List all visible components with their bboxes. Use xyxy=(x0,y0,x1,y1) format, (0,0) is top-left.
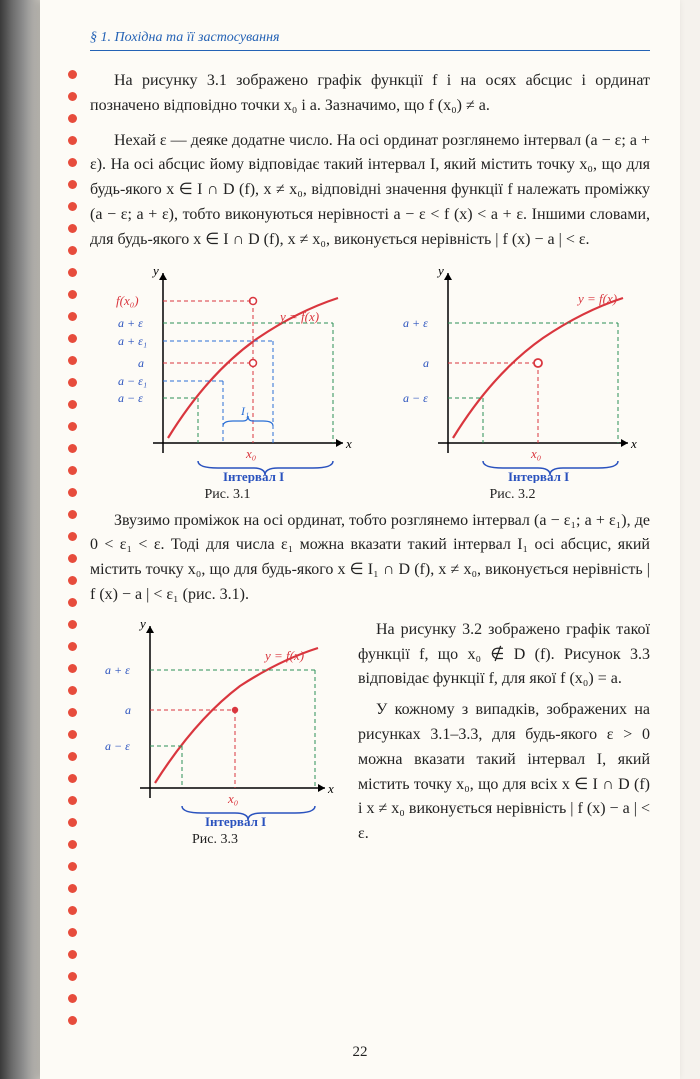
svg-text:x: x xyxy=(345,436,352,451)
book-binding xyxy=(0,0,40,1079)
figure-3-2-svg: x y y = f(x) a + ε a a − ε x₀ Інтервал I xyxy=(383,263,643,483)
svg-text:x: x xyxy=(327,781,334,796)
section-header: § 1. Похідна та її застосування xyxy=(90,30,650,51)
figure-3-2: x y y = f(x) a + ε a a − ε x₀ Інтервал I… xyxy=(383,263,643,503)
ylab2-2: a − ε xyxy=(403,391,428,405)
bottom-section: x y y = f(x) a + ε a a − ε x₀ І xyxy=(90,618,650,853)
ylab2-1: a xyxy=(423,356,429,370)
ylab-3: a − ε₁ xyxy=(118,374,147,388)
ylab3-0: a + ε xyxy=(105,663,130,677)
curve-label: y = f(x) xyxy=(278,309,319,324)
i1-label: I₁ xyxy=(240,404,249,418)
figure-3-1: x y y = f(x) f(x₀) xyxy=(98,263,358,503)
figures-row-1: x y y = f(x) f(x₀) xyxy=(90,263,650,503)
page: § 1. Похідна та її застосування На рисун… xyxy=(40,0,680,1079)
paragraph-2: Нехай ε — деяке додатне число. На осі ор… xyxy=(90,129,650,253)
page-number: 22 xyxy=(40,1044,680,1061)
paragraph-1: На рисунку 3.1 зображено графік функції … xyxy=(90,69,650,119)
margin-dots xyxy=(68,70,78,1050)
ylab-1: a + ε₁ xyxy=(118,334,147,348)
right-column: На рисунку 3.2 зображено графік такої фу… xyxy=(358,618,650,853)
interval-label-1: Інтервал I xyxy=(223,469,284,483)
figure-3-3: x y y = f(x) a + ε a a − ε x₀ І xyxy=(90,618,340,848)
figure-3-1-svg: x y y = f(x) f(x₀) xyxy=(98,263,358,483)
paragraph-4: На рисунку 3.2 зображено графік такої фу… xyxy=(358,618,650,692)
caption-3-3: Рис. 3.3 xyxy=(90,832,340,848)
interval-label-3: Інтервал I xyxy=(205,814,266,828)
caption-3-1: Рис. 3.1 xyxy=(98,487,358,503)
paragraph-3: Звузимо проміжок на осі ординат, тобто р… xyxy=(90,509,650,608)
ylab-2: a xyxy=(138,356,144,370)
svg-text:y: y xyxy=(138,618,146,631)
ylab3-1: a xyxy=(125,703,131,717)
ylab-0: a + ε xyxy=(118,316,143,330)
x0-label-2: x₀ xyxy=(530,446,541,461)
ylab3-2: a − ε xyxy=(105,739,130,753)
ylab-4: a − ε xyxy=(118,391,143,405)
paragraph-5: У кожному з випадків, зображених на рису… xyxy=(358,698,650,847)
svg-text:x: x xyxy=(630,436,637,451)
ylab2-0: a + ε xyxy=(403,316,428,330)
fx0-label: f(x₀) xyxy=(116,293,139,308)
svg-text:y: y xyxy=(151,263,159,278)
curve-label-2: y = f(x) xyxy=(576,291,617,306)
interval-label-2: Інтервал I xyxy=(508,469,569,483)
x0-label-3: x₀ xyxy=(227,791,238,806)
caption-3-2: Рис. 3.2 xyxy=(383,487,643,503)
curve-label-3: y = f(x) xyxy=(263,648,304,663)
x0-label-1: x₀ xyxy=(245,446,256,461)
svg-text:y: y xyxy=(436,263,444,278)
figure-3-3-svg: x y y = f(x) a + ε a a − ε x₀ І xyxy=(90,618,340,828)
